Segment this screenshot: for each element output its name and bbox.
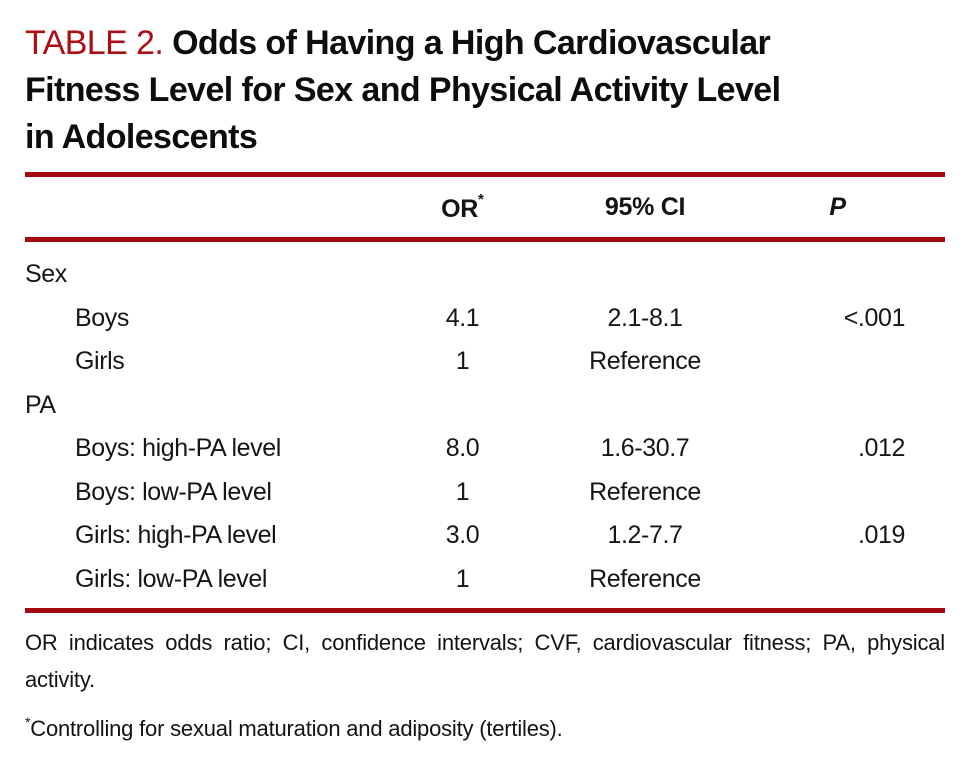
- row-label: Girls: high-PA level: [75, 521, 277, 550]
- row-label: Sex: [25, 260, 67, 289]
- table-title-line2: Fitness Level for Sex and Physical Activ…: [25, 71, 781, 109]
- asterisk-footnote-text: Controlling for sexual maturation and ad…: [30, 716, 563, 741]
- table-row-girls-low-pa: Girls: low-PA level 1 Reference: [25, 558, 945, 602]
- table-row-boys: Boys 4.1 2.1-8.1 <.001: [25, 297, 945, 341]
- row-label: Boys: high-PA level: [75, 434, 281, 463]
- table-row-girls: Girls 1 Reference: [25, 340, 945, 384]
- header-rule-divider: [25, 237, 945, 242]
- header-or-footnote-marker: *: [478, 190, 484, 208]
- header-ci: 95% CI: [604, 192, 686, 221]
- row-ci-value: 1.2-7.7: [607, 521, 683, 550]
- row-ci-value: Reference: [589, 477, 701, 506]
- row-ci-value: 2.1-8.1: [607, 303, 683, 332]
- header-or-label: OR: [441, 194, 479, 223]
- table-row-boys-low-pa: Boys: low-PA level 1 Reference: [25, 471, 945, 515]
- row-or-value: 1: [455, 347, 470, 376]
- row-ci-value: Reference: [589, 564, 701, 593]
- table-header-row: OR* 95% CI P: [25, 177, 945, 237]
- row-ci-value: 1.6-30.7: [600, 434, 690, 463]
- table-footnotes: OR indicates odds ratio; CI, confidence …: [25, 624, 945, 746]
- top-rule-divider: [25, 172, 945, 177]
- row-p-value: .019: [857, 521, 905, 550]
- row-p-value: <.001: [843, 303, 906, 332]
- table-title: TABLE 2. Odds of Having a High Cardiovas…: [25, 20, 945, 161]
- row-or-value: 8.0: [445, 434, 480, 463]
- table-row-sex-category: Sex: [25, 253, 945, 297]
- row-or-value: 3.0: [445, 521, 480, 550]
- header-or: OR*: [420, 191, 505, 224]
- row-or-value: 1: [455, 477, 470, 506]
- row-label: Boys: [75, 303, 129, 332]
- table-title-line1: Odds of Having a High Cardiovascular: [172, 24, 771, 62]
- table-title-line3: in Adolescents: [25, 118, 258, 156]
- row-or-value: 4.1: [445, 303, 480, 332]
- table-number-label: TABLE 2.: [25, 24, 164, 62]
- row-or-value: 1: [455, 564, 470, 593]
- row-p-value: .012: [857, 434, 905, 463]
- row-label: Girls: [75, 347, 125, 376]
- table-body: Sex Boys 4.1 2.1-8.1 <.001 Girls 1 Refer…: [25, 242, 945, 608]
- row-label: Girls: low-PA level: [75, 564, 267, 593]
- row-ci-value: Reference: [589, 347, 701, 376]
- abbreviations-footnote: OR indicates odds ratio; CI, confidence …: [25, 630, 945, 692]
- row-label: PA: [25, 390, 56, 419]
- row-label: Boys: low-PA level: [75, 477, 272, 506]
- asterisk-footnote-marker: *: [25, 714, 31, 730]
- header-p: P: [829, 192, 846, 221]
- asterisk-footnote: *Controlling for sexual maturation and a…: [25, 705, 945, 746]
- bottom-rule-divider: [25, 608, 945, 613]
- table-row-girls-high-pa: Girls: high-PA level 3.0 1.2-7.7 .019: [25, 514, 945, 558]
- table-row-pa-category: PA: [25, 384, 945, 428]
- table-row-boys-high-pa: Boys: high-PA level 8.0 1.6-30.7 .012: [25, 427, 945, 471]
